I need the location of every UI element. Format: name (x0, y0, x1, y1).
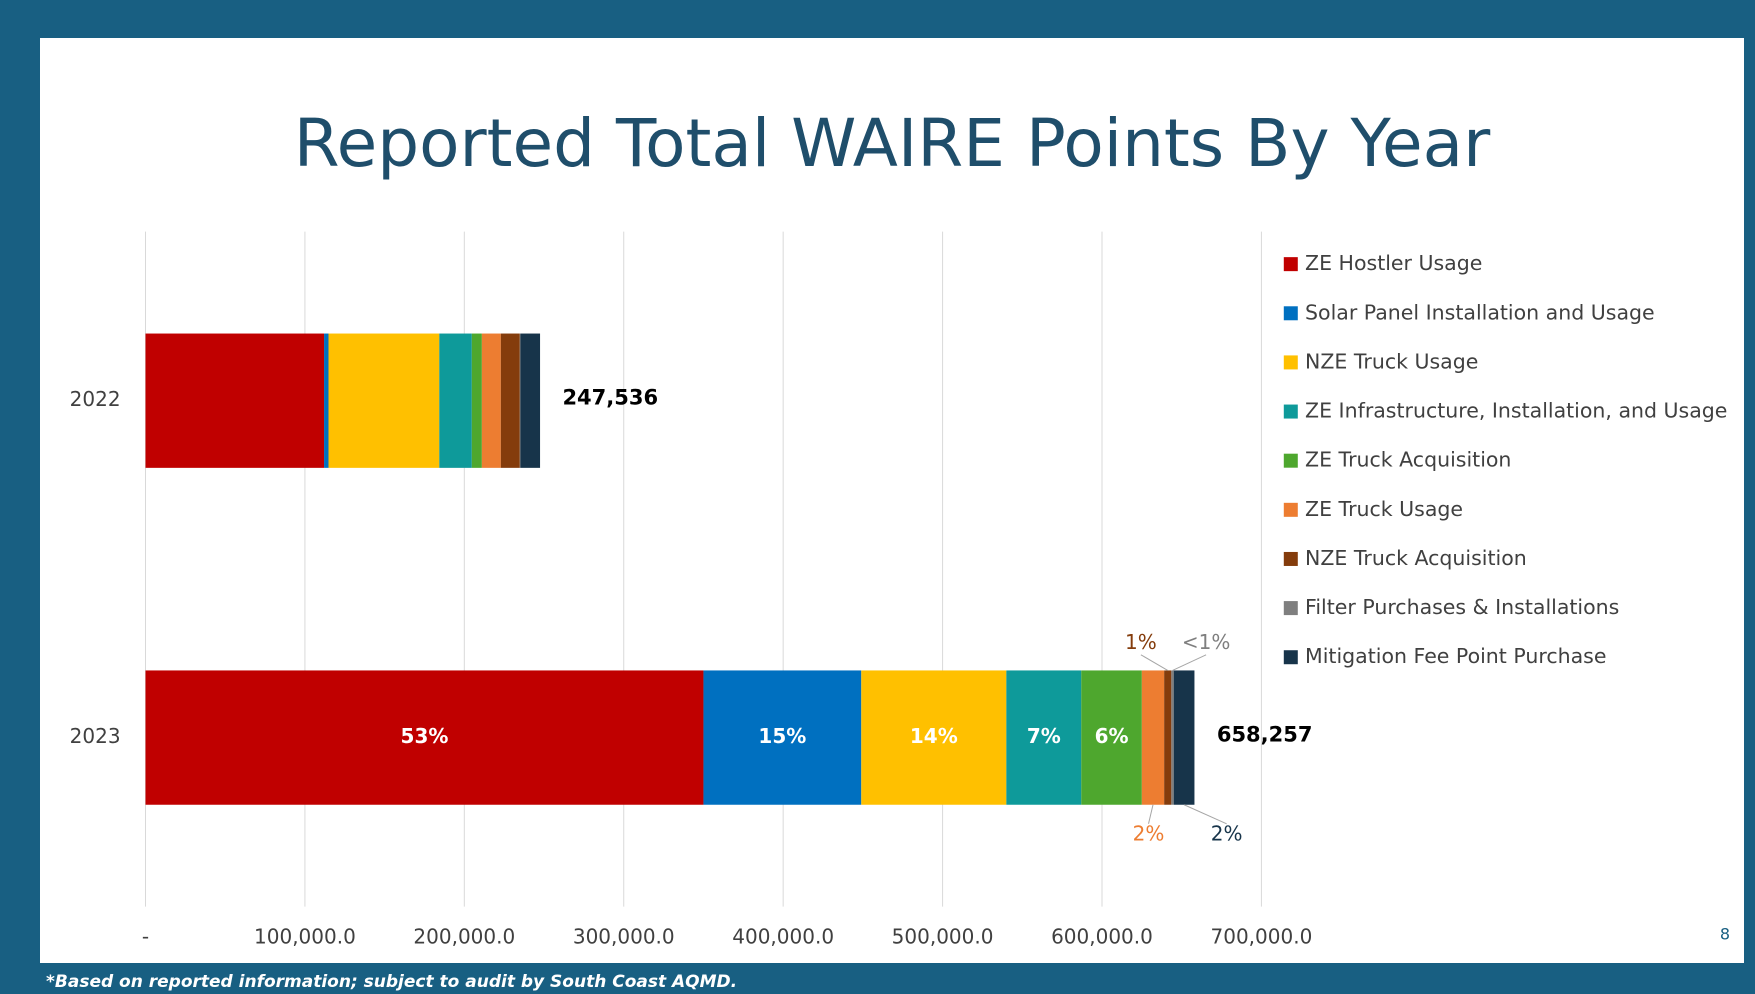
x-tick-label: 100,000.0 (254, 924, 356, 948)
data-label: 1% (1125, 630, 1157, 654)
x-tick-label: 200,000.0 (413, 924, 515, 948)
bar-segment (1141, 670, 1165, 805)
bar-segment (520, 333, 541, 468)
legend-swatch (1283, 404, 1298, 419)
legend-swatch (1283, 601, 1298, 616)
data-label: 6% (1095, 724, 1129, 748)
bar-segment (471, 333, 482, 468)
y-tick-label: 2022 (70, 387, 121, 411)
leader-line (1140, 654, 1169, 671)
leader-line (1183, 804, 1227, 825)
legend-label: ZE Infrastructure, Installation, and Usa… (1305, 399, 1727, 423)
bar-segment (1171, 670, 1174, 805)
data-label: 15% (758, 724, 806, 748)
x-tick-label: 600,000.0 (1051, 924, 1153, 948)
data-label: 14% (910, 724, 958, 748)
bar-segment (500, 333, 520, 468)
footnote: *Based on reported information; subject … (46, 972, 737, 992)
data-label: 53% (401, 724, 449, 748)
bar-segment (519, 333, 521, 468)
data-label: 2% (1211, 821, 1243, 845)
data-label: <1% (1182, 630, 1231, 654)
legend-label: Mitigation Fee Point Purchase (1305, 644, 1606, 668)
legend-swatch (1283, 306, 1298, 321)
bar-segment (1081, 670, 1142, 805)
bar-segment (1173, 670, 1195, 805)
legend-label: ZE Hostler Usage (1305, 251, 1482, 275)
legend-label: Solar Panel Installation and Usage (1305, 300, 1655, 324)
legend-label: NZE Truck Acquisition (1305, 546, 1527, 570)
total-label: 658,257 (1217, 723, 1313, 747)
leader-line (1148, 804, 1154, 824)
legend-swatch (1283, 355, 1298, 370)
legend-swatch (1283, 257, 1298, 272)
bar-segment (439, 333, 472, 468)
bar-segment (145, 333, 325, 468)
bar-segment (861, 670, 1007, 805)
legend-label: Filter Purchases & Installations (1305, 595, 1619, 619)
bar-segment (1164, 670, 1172, 805)
legend-swatch (1283, 650, 1298, 665)
y-tick-label: 2023 (70, 724, 121, 748)
chart-title: Reported Total WAIRE Points By Year (294, 105, 1491, 182)
x-tick-label: - (142, 924, 149, 948)
data-label: 2% (1133, 821, 1165, 845)
total-label: 247,536 (562, 386, 658, 410)
legend-swatch (1283, 551, 1298, 566)
bar-segment (1006, 670, 1082, 805)
x-tick-label: 500,000.0 (892, 924, 994, 948)
data-label: 7% (1027, 724, 1061, 748)
bar-segment (481, 333, 501, 468)
legend-swatch (1283, 502, 1298, 517)
legend-label: NZE Truck Usage (1305, 349, 1478, 373)
x-tick-label: 300,000.0 (573, 924, 675, 948)
legend-label: ZE Truck Usage (1305, 497, 1463, 521)
bar-segment (703, 670, 862, 805)
bar-segment (328, 333, 440, 468)
bar-segment (324, 333, 329, 468)
panel (40, 38, 1744, 963)
leader-line (1172, 654, 1207, 671)
x-tick-label: 400,000.0 (732, 924, 834, 948)
page-number: 8 (1720, 925, 1730, 944)
legend-label: ZE Truck Acquisition (1305, 448, 1511, 472)
bar-segment (145, 670, 704, 805)
x-tick-label: 700,000.0 (1211, 924, 1313, 948)
legend-swatch (1283, 453, 1298, 468)
